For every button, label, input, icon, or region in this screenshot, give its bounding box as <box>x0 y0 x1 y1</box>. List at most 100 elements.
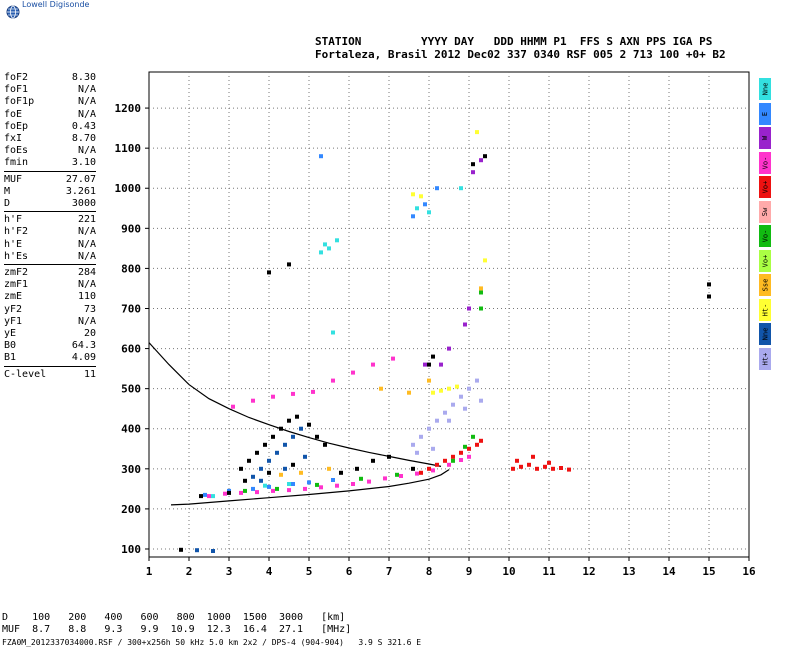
echo-point <box>271 434 275 439</box>
legend-label: Vo- <box>761 156 769 169</box>
echo-point <box>467 386 471 391</box>
parameter-row: B0 64.3 <box>4 340 96 352</box>
echo-point <box>243 488 247 493</box>
echo-point <box>359 476 363 481</box>
echo-point <box>415 471 419 476</box>
legend-swatch: Vo- <box>759 225 771 247</box>
echo-point <box>371 362 375 367</box>
echo-point <box>255 450 259 455</box>
parameter-row: h'F 221 <box>4 214 96 226</box>
echo-point <box>315 434 319 439</box>
x-tick-label: 8 <box>426 565 433 578</box>
echo-point <box>483 154 487 159</box>
echo-point <box>479 438 483 443</box>
echo-point <box>291 434 295 439</box>
legend-swatch: Ht+ <box>759 347 771 370</box>
echo-point <box>707 282 711 287</box>
parameter-separator <box>4 264 96 265</box>
x-tick-label: 14 <box>662 565 676 578</box>
echo-point <box>431 354 435 359</box>
parameter-row: B1 4.09 <box>4 352 96 364</box>
y-tick-label: 100 <box>121 543 141 556</box>
echo-point <box>283 442 287 447</box>
echo-point <box>459 450 463 455</box>
echo-point <box>463 322 467 327</box>
echo-point <box>291 391 295 396</box>
echo-point <box>427 378 431 383</box>
echo-point <box>387 454 391 459</box>
legend-swatch: Nne <box>759 323 771 345</box>
echo-point <box>415 206 419 211</box>
legend-label: E <box>761 111 769 116</box>
y-tick-label: 1000 <box>115 182 142 195</box>
parameter-row: zmF2 284 <box>4 267 96 279</box>
echo-point <box>299 470 303 475</box>
parameter-name: foF1p <box>4 96 35 108</box>
parameter-name: zmE <box>4 291 23 303</box>
echo-point <box>475 378 479 383</box>
echo-point <box>439 362 443 367</box>
parameter-row: foE N/A <box>4 109 96 121</box>
echo-point <box>263 483 267 488</box>
echo-point <box>511 466 515 471</box>
echo-point <box>411 192 415 197</box>
echo-point <box>399 474 403 478</box>
legend-swatch: Vo+ <box>759 249 771 272</box>
parameter-value: 73 <box>83 303 96 315</box>
parameter-row: h'Es N/A <box>4 251 96 263</box>
echo-point <box>243 478 247 483</box>
echo-point <box>463 444 467 449</box>
echo-point <box>419 434 423 439</box>
echo-point <box>315 482 319 487</box>
y-tick-label: 600 <box>121 343 141 356</box>
echo-point <box>435 462 439 467</box>
echo-point <box>543 464 547 469</box>
echo-point <box>211 549 215 553</box>
echo-point <box>251 486 255 491</box>
legend-swatch: E <box>759 102 771 125</box>
parameter-row: yF1 N/A <box>4 316 96 328</box>
parameter-name: foF2 <box>4 72 29 83</box>
echo-point <box>267 270 271 275</box>
model-curve <box>148 342 442 467</box>
y-tick-label: 700 <box>121 302 141 315</box>
parameter-row: foF1p N/A <box>4 96 96 108</box>
parameter-value: 221 <box>77 214 96 226</box>
echo-point <box>291 482 295 486</box>
y-tick-label: 1100 <box>115 142 142 155</box>
legend-label: Sw <box>761 207 769 216</box>
echo-point <box>515 458 519 463</box>
parameter-row: zmF1 N/A <box>4 279 96 291</box>
legend-label: Ht+ <box>761 352 769 365</box>
parameter-name: MUF <box>4 173 23 185</box>
echo-point <box>447 346 451 351</box>
echo-point <box>479 286 483 291</box>
echo-point <box>307 422 311 427</box>
y-tick-label: 200 <box>121 503 141 516</box>
legend-swatch: Vo+ <box>759 176 771 198</box>
x-tick-label: 6 <box>346 565 353 578</box>
echo-point <box>287 262 291 267</box>
echo-point <box>299 426 303 431</box>
parameter-value: 20 <box>83 328 96 339</box>
echo-point <box>227 490 231 495</box>
echo-point <box>207 494 211 499</box>
echo-point <box>179 547 183 552</box>
echo-point <box>279 426 283 431</box>
parameter-row: yF2 73 <box>4 304 96 316</box>
parameter-name: M <box>4 185 11 197</box>
echo-point <box>471 170 475 175</box>
echo-point <box>331 330 335 335</box>
echo-point <box>435 418 439 423</box>
echo-point <box>407 390 411 395</box>
echo-point <box>443 458 447 463</box>
echo-point <box>231 404 235 409</box>
echo-point <box>423 202 427 207</box>
legend-swatch: Nne <box>759 78 771 100</box>
lowell-globe-icon <box>6 4 20 19</box>
echo-point <box>459 458 463 462</box>
parameter-separator <box>4 365 96 367</box>
parameter-name: zmF2 <box>4 267 29 278</box>
parameter-row: h'F2 N/A <box>4 226 96 238</box>
y-tick-label: 1200 <box>115 102 142 115</box>
